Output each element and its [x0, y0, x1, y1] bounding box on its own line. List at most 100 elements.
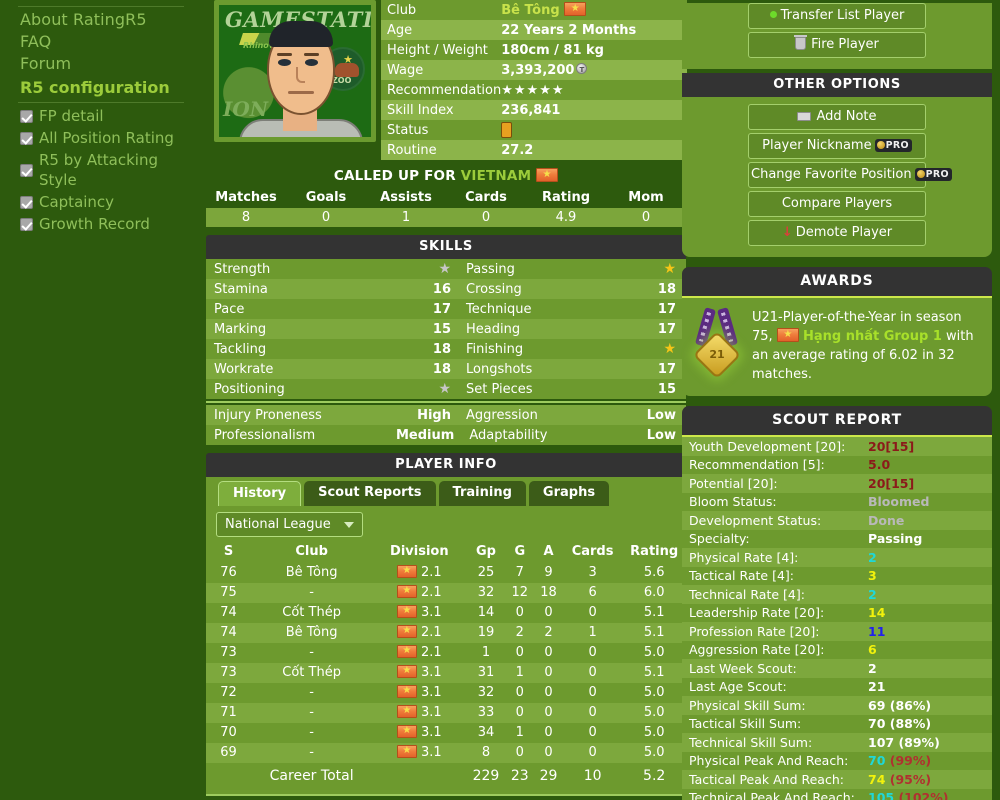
cell-club: Cốt Thép: [251, 663, 373, 683]
table-row[interactable]: 70 - 3.1 34 1 0 0 5.0: [206, 723, 686, 743]
cell-club: -: [251, 703, 373, 723]
cell-rating: 5.1: [622, 663, 686, 683]
skills-table: Strength ★ Passing ★ Stamina 16 Crossing…: [206, 259, 686, 445]
table-row[interactable]: 74 Cốt Thép 3.1 14 0 0 0 5.1: [206, 603, 686, 623]
cell-cards: 0: [562, 743, 623, 763]
checkbox-icon[interactable]: [20, 195, 33, 209]
table-row[interactable]: 69 - 3.1 8 0 0 0 5.0: [206, 743, 686, 763]
cell-assists: 0: [534, 703, 563, 723]
fire-player-button[interactable]: Fire Player: [748, 32, 926, 58]
skill-value-left: ★: [438, 261, 451, 277]
cell-assists: 0: [534, 743, 563, 763]
cell-club: -: [251, 583, 373, 603]
cell-season: 71: [206, 703, 252, 723]
trait-label-right: Adaptability: [469, 427, 548, 443]
col-header-goals: G: [514, 544, 526, 559]
scout-report-title: SCOUT REPORT: [682, 406, 992, 437]
trait-label-left: Professionalism: [214, 427, 316, 443]
checkbox-icon[interactable]: [20, 163, 33, 177]
zoo-star-icon: ★: [343, 53, 353, 66]
player-nickname-button[interactable]: Player Nickname PRO: [748, 133, 926, 159]
scout-value: 2: [868, 586, 877, 602]
table-row[interactable]: 75 - 2.1 32 12 18 6 6.0: [206, 583, 686, 603]
trait-row: Professionalism Medium Adaptability Low: [206, 425, 686, 445]
vitals-row-routine: Routine 27.2: [381, 140, 688, 160]
table-row[interactable]: 73 Cốt Thép 3.1 31 1 0 0 5.1: [206, 663, 686, 683]
sidebar-item-about[interactable]: About RatingR5: [20, 10, 147, 29]
cell-cards: 0: [562, 663, 623, 683]
cell-season: 74: [206, 603, 252, 623]
compare-players-button[interactable]: Compare Players: [748, 191, 926, 217]
sidebar-item-faq[interactable]: FAQ: [20, 32, 52, 51]
vitals-key: Wage: [387, 62, 424, 78]
hair: [269, 21, 333, 47]
scout-value: 3: [868, 568, 877, 584]
trait-value-left: Medium: [396, 427, 455, 443]
scout-row: Physical Rate [4]: 2: [682, 548, 992, 567]
table-row[interactable]: 76 Bê Tông 2.1 25 7 9 3 5.6: [206, 563, 686, 583]
sidebar-item-forum[interactable]: Forum: [20, 54, 72, 73]
tab-graphs[interactable]: Graphs: [528, 481, 610, 506]
demote-player-button[interactable]: ↓ Demote Player: [748, 220, 926, 246]
table-row[interactable]: 72 - 3.1 32 0 0 0 5.0: [206, 683, 686, 703]
checkbox-icon[interactable]: [20, 109, 33, 123]
cell-season: 72: [206, 683, 252, 703]
vitals-key: Status: [387, 122, 429, 138]
tab-scout-reports[interactable]: Scout Reports: [304, 481, 436, 506]
eye-left: [278, 59, 291, 66]
green-dot-icon: [769, 11, 777, 18]
cell-rating: 6.0: [622, 583, 686, 603]
col-header-division: Division: [390, 544, 449, 559]
checkbox-icon[interactable]: [20, 217, 33, 231]
cell-rating: 5.6: [622, 563, 686, 583]
transfer-list-player-button[interactable]: Transfer List Player: [748, 3, 926, 29]
add-note-button[interactable]: Add Note: [748, 104, 926, 130]
club-name[interactable]: Bê Tông: [501, 3, 560, 18]
table-row[interactable]: 73 - 2.1 1 0 0 0 5.0: [206, 643, 686, 663]
award-text-part2: with an average rating of 6.02 in 32 mat…: [752, 329, 974, 382]
table-row[interactable]: 74 Bê Tông 2.1 19 2 2 1 5.1: [206, 623, 686, 643]
skill-label-right: Longshots: [466, 361, 533, 377]
award-text-part1: U21-Player-of-the-Year in season 75,: [752, 310, 962, 344]
cell-season: 76: [206, 563, 252, 583]
cell-assists: 0: [534, 603, 563, 623]
checkbox-icon[interactable]: [20, 131, 33, 145]
tab-history[interactable]: History: [218, 481, 302, 506]
scout-row: Tactical Skill Sum: 70 (88%): [682, 714, 992, 733]
cell-rating: 5.0: [622, 703, 686, 723]
currency-coin-icon: [576, 62, 588, 74]
scout-key: Physical Rate [4]:: [689, 549, 799, 565]
cell-cards: 0: [562, 723, 623, 743]
col-header-cards: Cards: [571, 544, 614, 559]
sidebar-checkbox-r5-attacking-style[interactable]: R5 by Attacking Style: [10, 149, 192, 191]
table-row[interactable]: 71 - 3.1 33 0 0 0 5.0: [206, 703, 686, 723]
chevron-down-icon[interactable]: [344, 521, 354, 528]
cell-goals: 2: [505, 623, 535, 643]
skill-label-right: Set Pieces: [466, 381, 533, 397]
player-avatar: GAMESTATION Rhinovit ★: [214, 0, 376, 142]
skill-value-left: 15: [432, 321, 451, 337]
league-select[interactable]: National League: [216, 512, 363, 537]
change-favorite-position-button[interactable]: Change Favorite Position PRO: [748, 162, 952, 188]
scout-row: Tactical Rate [4]: 3: [682, 566, 992, 585]
scout-key: Leadership Rate [20]:: [689, 605, 825, 621]
trait-row: Injury Proneness High Aggression Low: [206, 405, 686, 425]
skill-label-left: Workrate: [214, 361, 274, 377]
tab-training[interactable]: Training: [438, 481, 526, 506]
vitals-row-height-weight: Height / Weight 180cm / 81 kg: [381, 40, 688, 60]
sidebar-checkbox-fp-detail[interactable]: FP detail: [10, 105, 192, 127]
sidebar-checkbox-growth-record[interactable]: Growth Record: [10, 213, 192, 235]
cell-club: -: [251, 723, 373, 743]
sidebar-checkbox-captaincy[interactable]: Captaincy: [10, 191, 192, 213]
cell-season: 70: [206, 723, 252, 743]
sidebar-checkbox-all-position-rating[interactable]: All Position Rating: [10, 127, 192, 149]
vietnam-flag-icon: [396, 565, 417, 578]
vietnam-flag-icon: [396, 745, 417, 758]
history-table-body: 76 Bê Tông 2.1 25 7 9 3 5.6 75 -: [206, 563, 686, 790]
zoo-animal-icon: [335, 63, 359, 77]
scout-value: Passing: [868, 531, 923, 547]
mouth: [288, 91, 314, 94]
skills-divider: [206, 401, 686, 403]
scout-key: Physical Peak And Reach:: [689, 753, 849, 769]
